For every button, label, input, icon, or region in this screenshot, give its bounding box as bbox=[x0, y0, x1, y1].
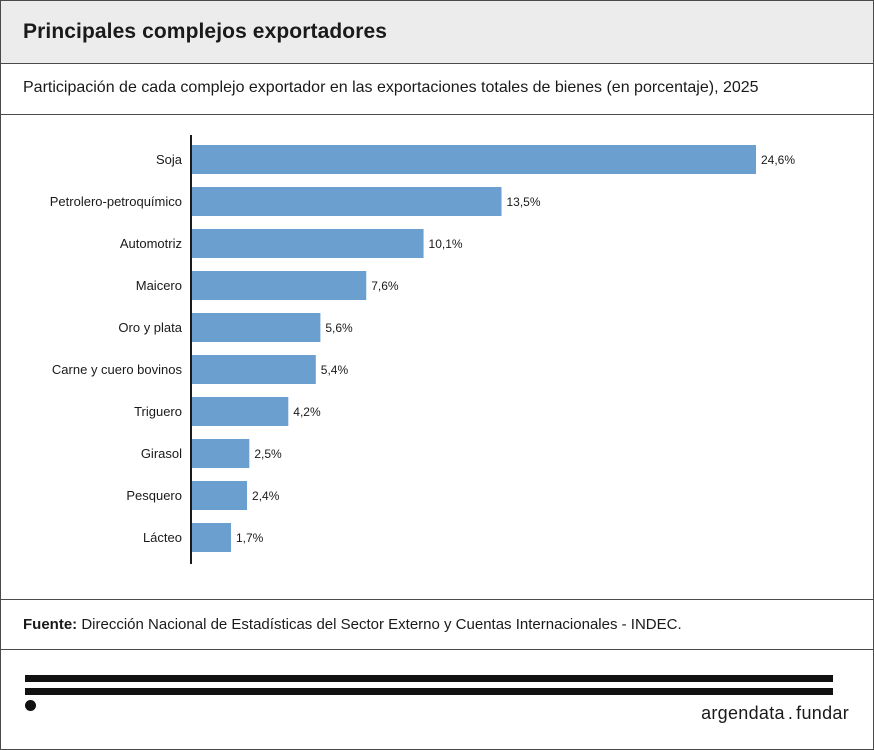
bar bbox=[192, 313, 321, 342]
brand-separator: . bbox=[787, 703, 794, 723]
subtitle-band: Participación de cada complejo exportado… bbox=[1, 64, 873, 115]
category-label: Maicero bbox=[136, 278, 182, 293]
bar bbox=[192, 439, 250, 468]
category-label: Lácteo bbox=[143, 530, 182, 545]
category-label: Petrolero-petroquímico bbox=[50, 194, 182, 209]
source-note: Fuente: Dirección Nacional de Estadístic… bbox=[23, 616, 682, 633]
value-label: 10,1% bbox=[429, 237, 463, 251]
source-label: Fuente: bbox=[23, 616, 78, 633]
bar bbox=[192, 523, 231, 552]
value-label: 7,6% bbox=[371, 279, 399, 293]
bar bbox=[192, 187, 502, 216]
value-label: 13,5% bbox=[507, 195, 541, 209]
category-label: Automotriz bbox=[120, 236, 182, 251]
value-label: 24,6% bbox=[761, 153, 795, 167]
brand-left: argendata bbox=[701, 703, 785, 723]
value-label: 4,2% bbox=[293, 405, 321, 419]
category-label: Girasol bbox=[141, 446, 182, 461]
logo-stripe-bottom bbox=[25, 688, 833, 695]
category-label: Pesquero bbox=[126, 488, 182, 503]
brand-right: fundar bbox=[796, 703, 849, 723]
bar bbox=[192, 397, 289, 426]
source-text: Dirección Nacional de Estadísticas del S… bbox=[81, 616, 682, 633]
bar bbox=[192, 355, 316, 384]
value-label: 5,6% bbox=[325, 321, 353, 335]
value-label: 2,4% bbox=[252, 489, 280, 503]
value-label: 5,4% bbox=[321, 363, 349, 377]
brand-logo: argendata. fundar bbox=[701, 703, 849, 724]
bar bbox=[192, 145, 756, 174]
bar-chart: Soja 24,6% Petrolero-petroquímico 13,5% Auto… bbox=[50, 135, 795, 564]
category-label: Triguero bbox=[134, 404, 182, 419]
category-label: Soja bbox=[156, 152, 183, 167]
bar bbox=[192, 481, 248, 510]
value-label: 2,5% bbox=[254, 447, 282, 461]
bar bbox=[192, 271, 367, 300]
bar bbox=[192, 229, 424, 258]
chart-title: Principales complejos exportadores bbox=[23, 20, 388, 43]
chart-subtitle: Participación de cada complejo exportado… bbox=[23, 79, 759, 96]
value-label: 1,7% bbox=[236, 531, 264, 545]
category-label: Carne y cuero bovinos bbox=[52, 362, 183, 377]
category-label: Oro y plata bbox=[118, 320, 182, 335]
logo-stripe-top bbox=[25, 675, 833, 682]
source-band: Fuente: Dirección Nacional de Estadístic… bbox=[1, 599, 873, 650]
logo-dot bbox=[25, 700, 36, 711]
header-band: Principales complejos exportadores bbox=[1, 1, 873, 64]
